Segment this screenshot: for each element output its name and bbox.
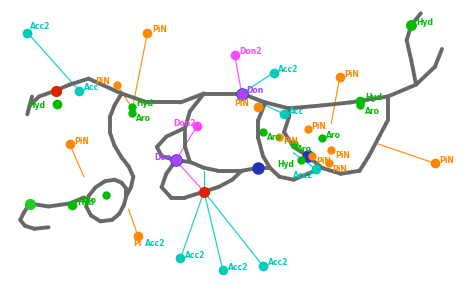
Text: Acc: Acc [84,83,99,92]
Text: Acc: Acc [289,107,304,116]
Text: Aro: Aro [297,145,312,154]
Text: Acc2: Acc2 [228,263,248,272]
Text: Acc2: Acc2 [278,65,299,74]
Text: Aro: Aro [136,114,151,123]
Text: Don2: Don2 [239,47,262,56]
Text: PiN: PiN [316,158,331,166]
Text: Don2: Don2 [173,119,196,128]
Text: Hyd: Hyd [136,99,153,108]
Text: Hyd: Hyd [416,18,433,27]
Text: PiN: PiN [311,122,326,131]
Text: PiN: PiN [152,25,167,34]
Text: PiN: PiN [96,77,110,86]
Text: Acc2: Acc2 [292,171,313,180]
Text: Aro: Aro [82,196,98,205]
Text: Hyd: Hyd [77,197,94,206]
Text: Hyd: Hyd [29,101,46,110]
Text: Acc2: Acc2 [145,239,165,248]
Text: PiN: PiN [335,151,350,160]
Text: PiN: PiN [439,156,455,165]
Text: Don: Don [155,153,172,162]
Text: Hyd: Hyd [365,94,382,103]
Text: Acc2: Acc2 [268,258,288,267]
Text: PiN: PiN [283,137,298,146]
Text: PiN: PiN [235,99,249,108]
Text: Aro: Aro [365,107,380,116]
Text: PiN: PiN [74,136,89,146]
Text: Acc2: Acc2 [30,22,50,31]
Text: Aro: Aro [326,130,341,140]
Text: Acc2: Acc2 [185,251,206,260]
Text: Don: Don [246,86,264,95]
Text: Aro: Aro [267,133,282,142]
Text: PiN: PiN [345,70,359,79]
Text: Pi: Pi [133,239,142,248]
Text: PiN: PiN [333,165,347,174]
Text: Hyd: Hyd [277,160,294,169]
